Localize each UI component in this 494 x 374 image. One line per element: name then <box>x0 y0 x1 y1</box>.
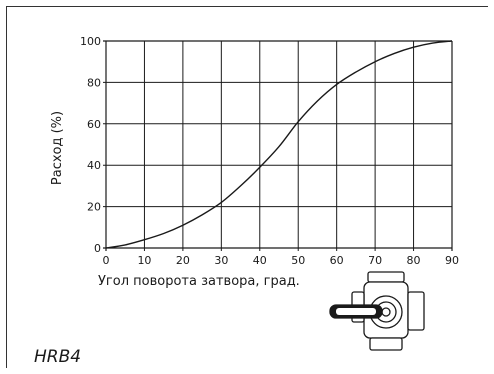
x-tick-label: 30 <box>214 254 228 267</box>
x-tick-label: 20 <box>176 254 190 267</box>
x-tick-label: 50 <box>291 254 305 267</box>
x-tick-label: 70 <box>368 254 382 267</box>
y-tick-label: 60 <box>87 118 101 131</box>
y-tick-label: 20 <box>87 201 101 214</box>
y-tick-label: 100 <box>80 35 101 48</box>
x-tick-label: 0 <box>103 254 110 267</box>
figure-frame <box>6 6 488 368</box>
x-axis-label: Угол поворота затвора, град. <box>98 274 300 289</box>
y-tick-label: 40 <box>87 159 101 172</box>
x-tick-label: 10 <box>137 254 151 267</box>
series-layer <box>105 40 453 249</box>
series-line <box>105 40 453 249</box>
y-tick-label: 80 <box>87 76 101 89</box>
x-tick-label: 60 <box>330 254 344 267</box>
x-tick-label: 80 <box>407 254 421 267</box>
model-label: HRB4 <box>34 347 81 367</box>
y-axis-label: Расход (%) <box>50 111 65 185</box>
y-tick-label: 0 <box>94 242 101 255</box>
x-tick-label: 40 <box>253 254 267 267</box>
x-tick-label: 90 <box>445 254 459 267</box>
valve-with-handle-icon <box>329 271 425 351</box>
grid <box>103 40 453 251</box>
tick-labels: 0 10 20 30 40 50 60 70 80 90 0 20 40 60 80 100 <box>80 35 459 267</box>
